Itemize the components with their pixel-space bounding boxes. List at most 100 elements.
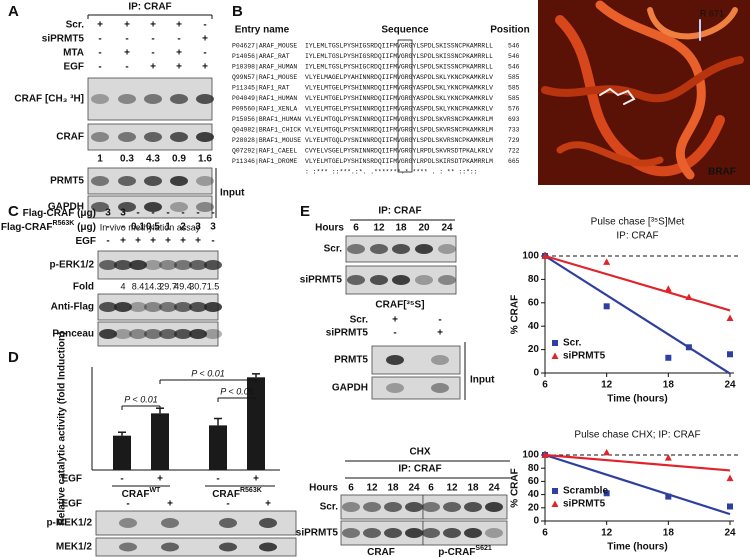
blot-band [438,244,456,254]
fold-value: 29.7 [159,281,177,291]
blot-label: p-ERK1/2 [50,260,95,271]
sign: + [150,20,156,31]
position: 729 [508,137,520,144]
blot-band [259,518,277,528]
position: 576 [508,106,520,113]
sign: - [203,48,206,59]
cell: + [180,236,186,247]
point [603,490,610,497]
blot-band [204,329,222,339]
blot-band [119,542,137,552]
cell: - [106,236,109,247]
label-text: CRAF [367,547,395,557]
blot-band [99,329,117,339]
consensus: : :*** ::***.:*. .*******.* **** . : ** … [305,169,478,176]
blot-band [99,260,117,270]
quant-value: 1 [97,154,103,165]
point [603,448,611,456]
entry-name: Q99N57|RAF1_MOUSE [232,74,297,81]
y-tick-label: 80 [528,463,540,474]
chart-title: Pulse chase [³⁵S]Met [591,217,685,228]
blot-label: Anti-Flag [51,302,94,313]
quant-value: 0.3 [120,154,134,165]
panel-label: C [8,203,19,220]
label-text: Flag-CRAF [1,222,53,233]
bar [209,425,227,470]
position: 546 [508,43,520,50]
trend-line [544,453,731,472]
sign: - [393,328,396,339]
x-axis-label: Time (hours) [607,394,667,405]
entry-name: P11346|RAF1_DROME [232,158,297,165]
point [541,252,549,259]
blot-label: PRMT5 [50,176,84,187]
position: 585 [508,85,520,92]
egf-label: EGF [61,474,82,485]
blot-band [363,528,381,538]
blot-band [485,502,503,512]
point [665,354,672,361]
blot-band [114,302,132,312]
blot-band [347,275,365,285]
row-label: Flag-CRAFR563K (μg) [1,220,96,232]
x-tick-label: 18 [663,528,675,539]
legend-label: Scr. [563,338,582,349]
trend-line [544,453,731,516]
blot-name: CRAF [367,547,395,557]
position: 722 [508,148,520,155]
input-label: Input [470,375,495,386]
chx-label: CHX [409,447,430,458]
entry-name: P04049|RAF1_HUMAN [232,95,297,102]
blot-band [189,329,207,339]
entry-name: P15056|BRAF1_HUMAN [232,116,301,123]
y-tick-label: 0 [533,516,539,527]
row-label: EGF [63,62,84,73]
fold-label: Fold [73,282,94,293]
chx-ip-label: IP: CRAF [398,464,441,475]
structure-site: R 671 [700,8,724,18]
blot-label: CRAF [56,132,84,143]
point [603,303,610,310]
x-tick-label: 12 [601,380,613,391]
blot-band [170,132,188,142]
legend-label: siPRMT5 [563,351,606,362]
hour: 12 [373,223,385,234]
row-label: Flag-CRAF (μg) [23,208,96,219]
sign: - [98,34,101,45]
blot-label: Ponceau [52,329,94,340]
cell: - [151,208,154,219]
trend-line [544,254,731,312]
sign: + [150,62,156,73]
cell: - [181,208,184,219]
fold-value: 14.3 [144,281,162,291]
sequence: VLYELMTGELPYSHINNRDQIIFMVGRGYASPDLSKLYKN… [305,106,493,113]
caption: In vivo methylation assay [100,222,201,232]
row-label: MTA [63,48,84,59]
y-tick-label: 60 [528,297,540,308]
position: 665 [508,158,520,165]
fold-value: 49.4 [174,281,192,291]
label-text: EGF [75,236,96,247]
blot-band [422,528,440,538]
blot-label: GAPDH [48,202,84,213]
panel-label: A [8,3,19,20]
blot-band [161,542,179,552]
x-tick-label: 6 [542,380,548,391]
structure-label: BRAF [708,167,736,178]
point [727,351,733,358]
blot-band [144,260,162,270]
sequence: VLYELMTGELPYSHINSRDQIIFMVGRGYLRPDLSKIRSD… [305,158,493,165]
blot-band [144,202,162,212]
blot-band [170,94,188,104]
quant-value: 1.6 [198,154,212,165]
hour: 6 [348,483,354,494]
sign: - [98,48,101,59]
blot-band [204,260,222,270]
cell: 3 [195,222,201,233]
hour: 6 [353,223,359,234]
entry-name: P11345|RAF1_RAT [232,85,290,92]
entry-name: P28028|BRAF1_MOUSE [232,137,301,144]
group-label: CRAFR563K [212,487,262,499]
sign: - [98,62,101,73]
cell: + [165,236,171,247]
